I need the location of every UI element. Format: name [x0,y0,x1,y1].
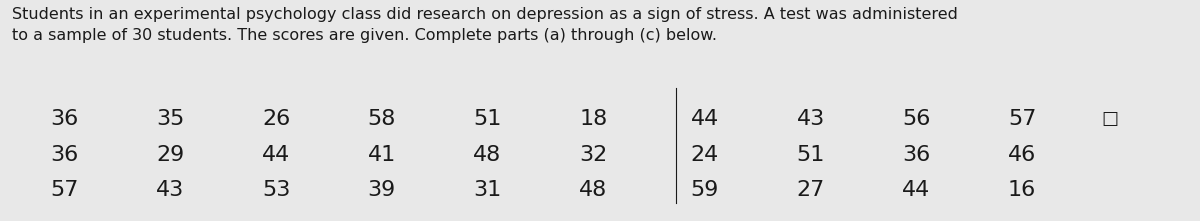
Text: 16: 16 [1008,180,1037,200]
Text: 57: 57 [1008,109,1037,129]
Text: Students in an experimental psychology class did research on depression as a sig: Students in an experimental psychology c… [12,7,958,43]
Text: 44: 44 [262,145,290,165]
Text: 58: 58 [367,109,396,129]
Text: 32: 32 [580,145,607,165]
Text: 53: 53 [262,180,290,200]
Text: 44: 44 [902,180,930,200]
Text: 48: 48 [474,145,502,165]
Text: 24: 24 [691,145,719,165]
Text: 41: 41 [367,145,396,165]
Text: 48: 48 [580,180,607,200]
Text: 59: 59 [691,180,719,200]
Text: 26: 26 [262,109,290,129]
Text: 51: 51 [473,109,502,129]
Text: 43: 43 [797,109,824,129]
Text: 56: 56 [902,109,930,129]
Text: 36: 36 [902,145,930,165]
Text: 35: 35 [156,109,185,129]
Text: 18: 18 [580,109,607,129]
Text: 31: 31 [474,180,502,200]
Text: 36: 36 [50,109,79,129]
Text: 46: 46 [1008,145,1037,165]
Text: 44: 44 [691,109,719,129]
Text: 57: 57 [50,180,79,200]
Text: 36: 36 [50,145,79,165]
Text: 29: 29 [156,145,185,165]
Text: 43: 43 [156,180,185,200]
Text: 27: 27 [797,180,824,200]
Text: 51: 51 [797,145,824,165]
Text: 39: 39 [367,180,396,200]
Text: □: □ [1102,110,1118,128]
